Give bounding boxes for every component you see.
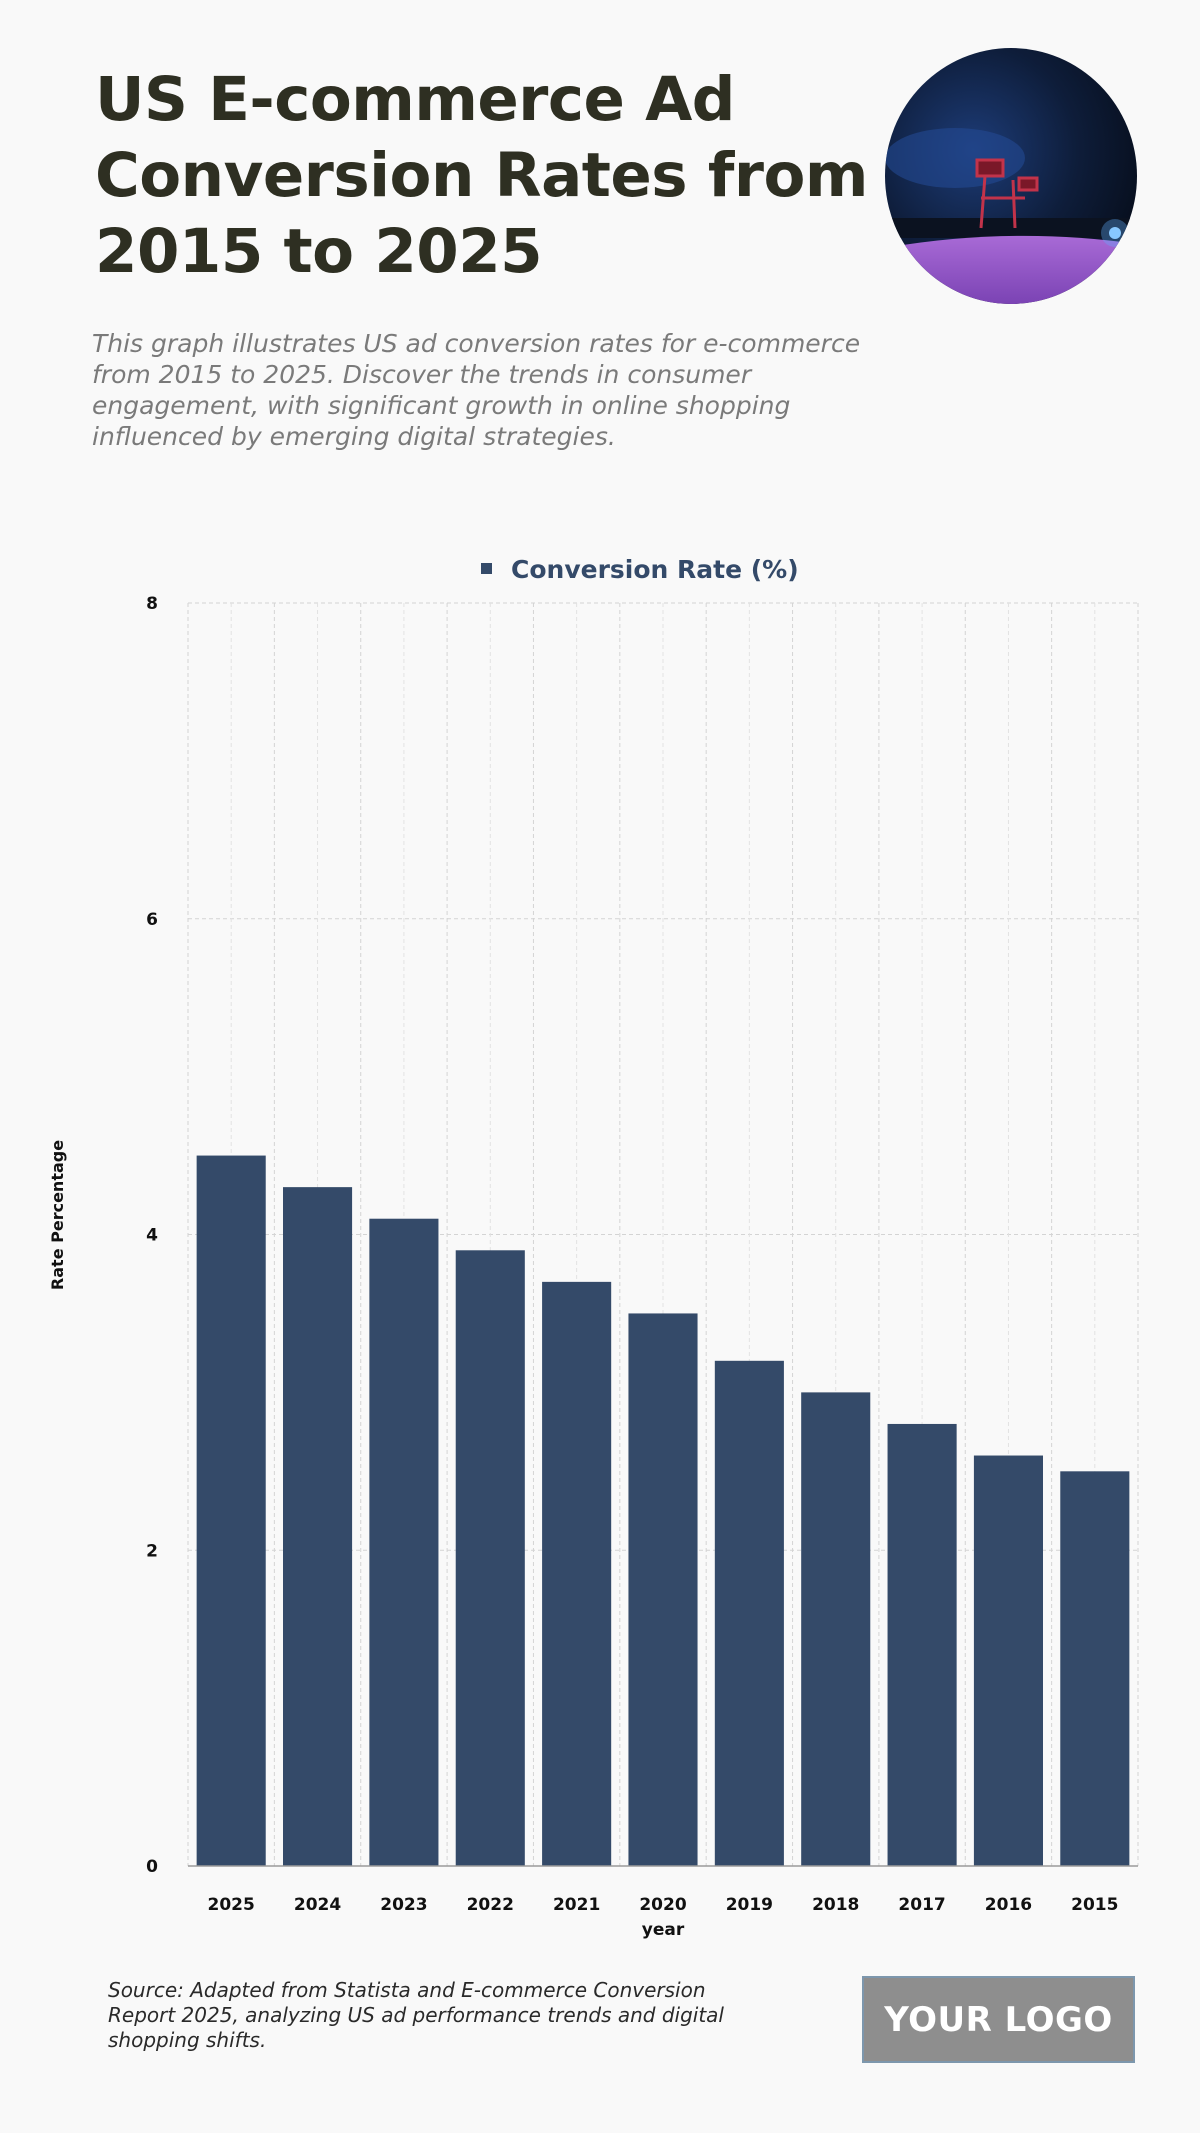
night-shopping-cart-image <box>885 48 1137 304</box>
logo-text: YOUR LOGO <box>884 1999 1113 2040</box>
bar-2017 <box>887 1423 957 1866</box>
bar-2018 <box>801 1392 871 1866</box>
bar-2016 <box>973 1455 1043 1866</box>
x-tick-label: 2017 <box>898 1895 945 1915</box>
bar-2023 <box>369 1218 439 1866</box>
bar-2019 <box>714 1360 784 1866</box>
x-tick-label: 2020 <box>639 1895 686 1915</box>
page-title: US E-commerce Ad Conversion Rates from 2… <box>95 64 868 287</box>
x-tick-label: 2022 <box>467 1895 514 1915</box>
bar-2020 <box>628 1313 698 1866</box>
x-tick-label: 2024 <box>294 1895 341 1915</box>
source-note: Source: Adapted from Statista and E-comm… <box>108 1978 724 2052</box>
x-tick-label: 2023 <box>380 1895 427 1915</box>
x-tick-label: 2016 <box>985 1895 1032 1915</box>
x-tick-label: 2018 <box>812 1895 859 1915</box>
y-tick-label: 0 <box>146 1857 158 1877</box>
y-tick-label: 6 <box>146 910 158 930</box>
y-tick-labels: 0 2 4 6 8 <box>146 594 158 1877</box>
header-photo <box>885 48 1137 304</box>
x-axis-label: year <box>642 1920 685 1940</box>
x-tick-label: 2021 <box>553 1895 600 1915</box>
y-tick-label: 4 <box>146 1226 158 1246</box>
page-subtitle: This graph illustrates US ad conversion … <box>92 329 861 451</box>
x-tick-label: 2019 <box>726 1895 773 1915</box>
x-tick-label: 2015 <box>1071 1895 1118 1915</box>
legend-marker <box>481 563 492 574</box>
y-tick-label: 2 <box>146 1541 158 1561</box>
bar-2022 <box>455 1250 525 1866</box>
bar-2025 <box>196 1155 266 1866</box>
x-tick-label: 2025 <box>208 1895 255 1915</box>
cart-icon <box>975 158 1039 229</box>
legend: Conversion Rate (%) <box>481 555 799 584</box>
bar-2024 <box>283 1187 353 1866</box>
y-tick-label: 8 <box>146 594 158 614</box>
y-axis-label: Rate Percentage <box>48 1140 67 1290</box>
logo-placeholder: YOUR LOGO <box>862 1976 1135 2063</box>
x-tick-labels: 2025 2024 2023 2022 2021 2020 2019 2018 2017 2016… <box>208 1895 1119 1915</box>
bar-2015 <box>1060 1471 1130 1866</box>
bars <box>196 1155 1130 1866</box>
bar-2021 <box>542 1281 612 1866</box>
legend-label: Conversion Rate (%) <box>511 555 799 584</box>
